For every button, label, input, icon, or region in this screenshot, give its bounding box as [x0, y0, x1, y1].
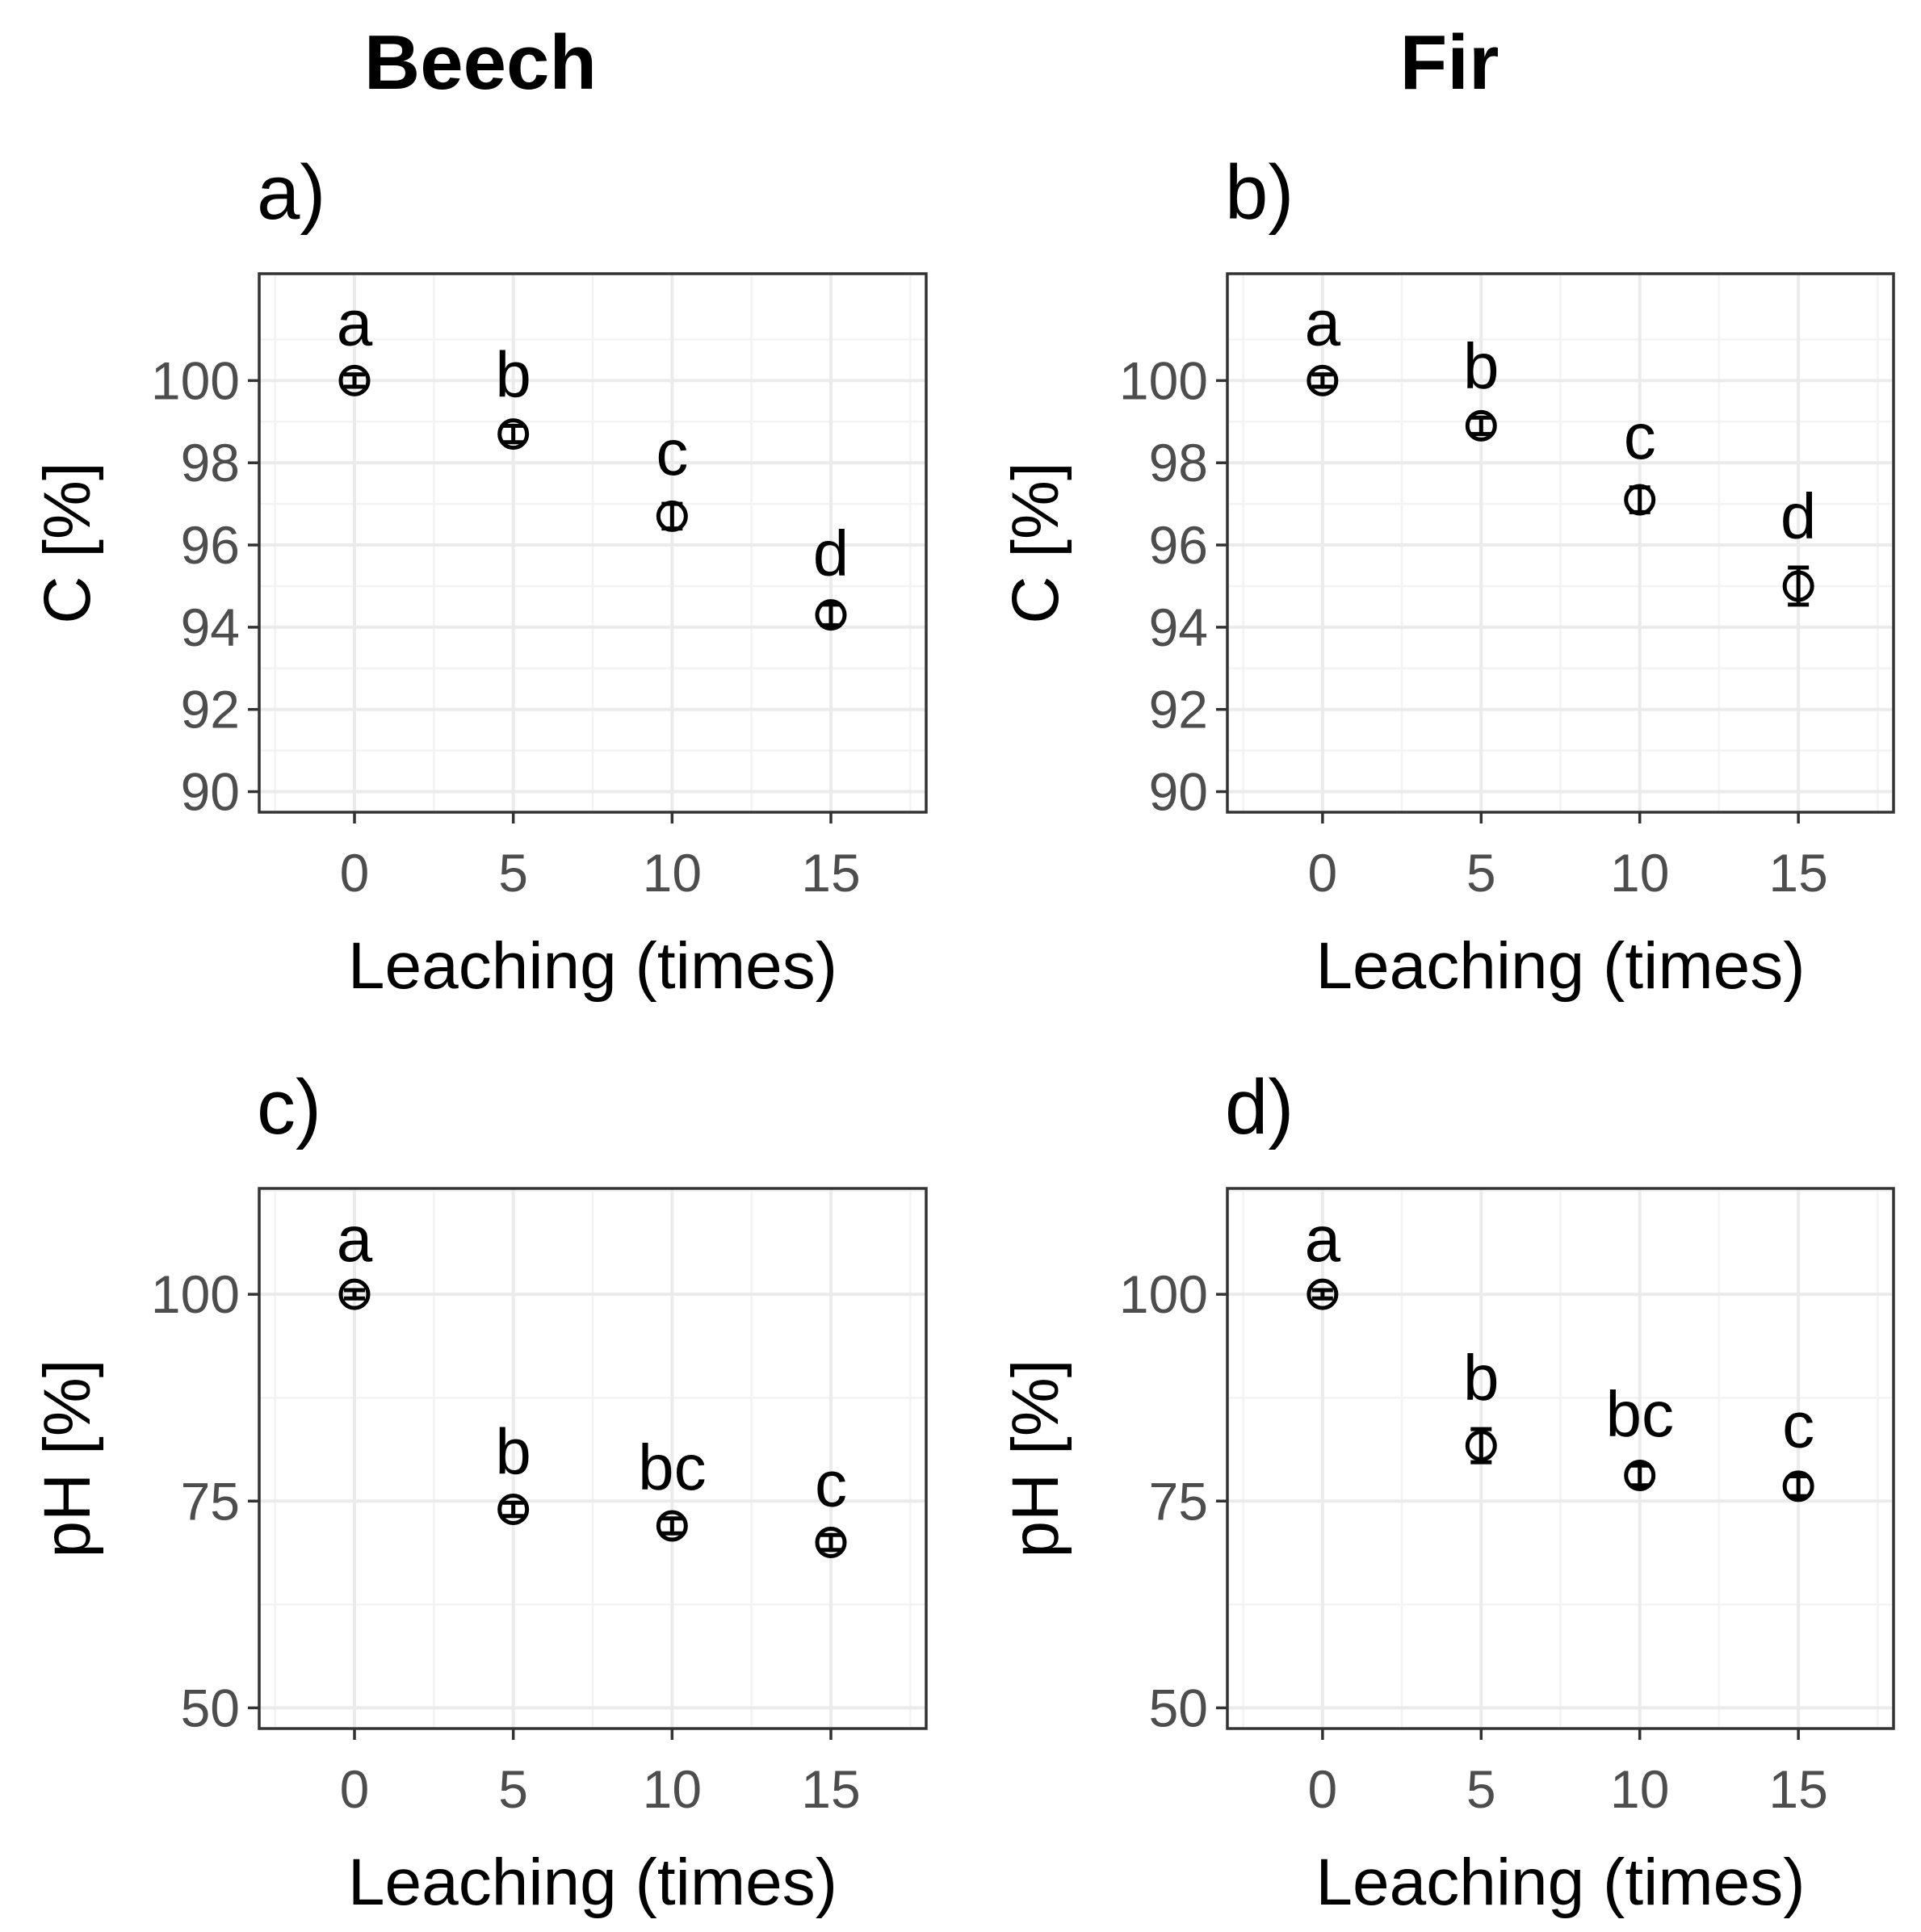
plot-frame: [1226, 272, 1895, 814]
significance-letter: c: [656, 417, 688, 488]
data-point: [1782, 1470, 1814, 1502]
significance-letter: a: [337, 1203, 373, 1275]
x-tick-label: 10: [1610, 843, 1669, 903]
panel-label: d): [1225, 1064, 1294, 1150]
y-tick-label: 90: [181, 762, 240, 822]
y-tick-label: 100: [151, 1264, 240, 1324]
x-tick-label: 0: [1307, 843, 1337, 903]
data-point: [1307, 364, 1339, 396]
data-point: [497, 1494, 530, 1526]
x-tick-label: 10: [643, 1759, 702, 1819]
data-point: [1465, 409, 1497, 442]
x-tick-label: 5: [498, 843, 528, 903]
y-axis-title: C [%]: [999, 462, 1072, 623]
y-tick-label: 96: [1149, 515, 1208, 575]
data-point: [1624, 484, 1656, 516]
y-tick-label: 50: [1149, 1678, 1208, 1737]
panel-label: a): [257, 149, 325, 236]
data-point: [815, 599, 847, 631]
significance-letter: bc: [638, 1431, 707, 1503]
y-tick-label: 100: [151, 350, 240, 410]
y-tick-label: 90: [1149, 762, 1208, 822]
y-tick-label: 94: [181, 597, 240, 657]
data-point: [1465, 1430, 1497, 1462]
significance-letter: c: [1782, 1389, 1814, 1461]
data-point: [815, 1526, 847, 1558]
y-tick-label: 100: [1119, 1264, 1208, 1324]
y-tick-label: 94: [1149, 597, 1208, 657]
panel-c: 50 75 100 0 5 10 15 c) Leaching (times) pH [%] a b b…: [31, 1064, 928, 1919]
x-axis-title: Leaching (times): [1315, 1846, 1805, 1919]
plot-frame: [1226, 1187, 1895, 1730]
panel-b: 90 92 94 96 98 100 0 5 10 15 b) Leaching (times) C […: [999, 149, 1895, 1003]
panel-a: 90 92 94 96 98 100 0 5 10 15 a) Leaching (times) C […: [31, 149, 928, 1003]
x-tick-label: 10: [1610, 1759, 1669, 1819]
significance-letter: b: [495, 1415, 531, 1487]
data-point: [1782, 570, 1814, 602]
y-tick-label: 75: [1149, 1471, 1208, 1531]
x-tick-label: 15: [1768, 843, 1827, 903]
data-point: [656, 1510, 688, 1542]
y-tick-label: 92: [1149, 680, 1208, 740]
data-point: [338, 364, 371, 396]
x-tick-label: 15: [1768, 1759, 1827, 1819]
y-tick-label: 75: [181, 1471, 240, 1531]
data-point: [497, 418, 530, 451]
x-axis-title: Leaching (times): [348, 929, 837, 1003]
data-point: [1307, 1278, 1339, 1310]
y-tick-label: 98: [1149, 433, 1208, 492]
significance-letter: b: [495, 338, 531, 410]
column-title-beech: Beech: [364, 19, 597, 106]
significance-letter: d: [813, 518, 849, 589]
x-tick-label: 0: [1307, 1759, 1337, 1819]
x-tick-label: 0: [340, 1759, 370, 1819]
x-axis-title: Leaching (times): [348, 1846, 837, 1919]
y-tick-label: 96: [181, 515, 240, 575]
plot-frame: [258, 1187, 928, 1730]
plot-frame: [258, 272, 928, 814]
significance-letter: d: [1780, 480, 1817, 552]
x-tick-label: 10: [643, 843, 702, 903]
column-title-fir: Fir: [1400, 19, 1499, 106]
x-tick-label: 5: [1466, 843, 1496, 903]
significance-letter: b: [1463, 330, 1499, 402]
y-tick-label: 92: [181, 680, 240, 740]
significance-letter: a: [1305, 287, 1341, 359]
y-tick-label: 50: [181, 1678, 240, 1737]
y-axis-title: C [%]: [31, 462, 104, 623]
x-tick-label: 0: [340, 843, 370, 903]
x-tick-label: 5: [1466, 1759, 1496, 1819]
x-axis-title: Leaching (times): [1315, 929, 1805, 1003]
y-tick-label: 98: [181, 433, 240, 492]
significance-letter: a: [337, 287, 373, 359]
data-point: [656, 500, 688, 532]
significance-letter: bc: [1605, 1378, 1674, 1450]
x-tick-label: 15: [801, 843, 860, 903]
significance-letter: c: [815, 1448, 847, 1519]
significance-letter: c: [1624, 400, 1656, 472]
data-point: [1624, 1460, 1656, 1492]
significance-letter: b: [1463, 1342, 1499, 1414]
y-axis-title: pH [%]: [999, 1359, 1072, 1557]
significance-letter: a: [1305, 1203, 1341, 1275]
x-tick-label: 15: [801, 1759, 860, 1819]
panel-label: c): [257, 1064, 321, 1150]
panel-label: b): [1225, 149, 1294, 236]
y-tick-label: 100: [1119, 350, 1208, 410]
data-point: [338, 1278, 371, 1310]
y-axis-title: pH [%]: [31, 1359, 104, 1557]
x-tick-label: 5: [498, 1759, 528, 1819]
panel-d: 50 75 100 0 5 10 15 d) Leaching (times) pH [%] a b b…: [999, 1064, 1895, 1919]
